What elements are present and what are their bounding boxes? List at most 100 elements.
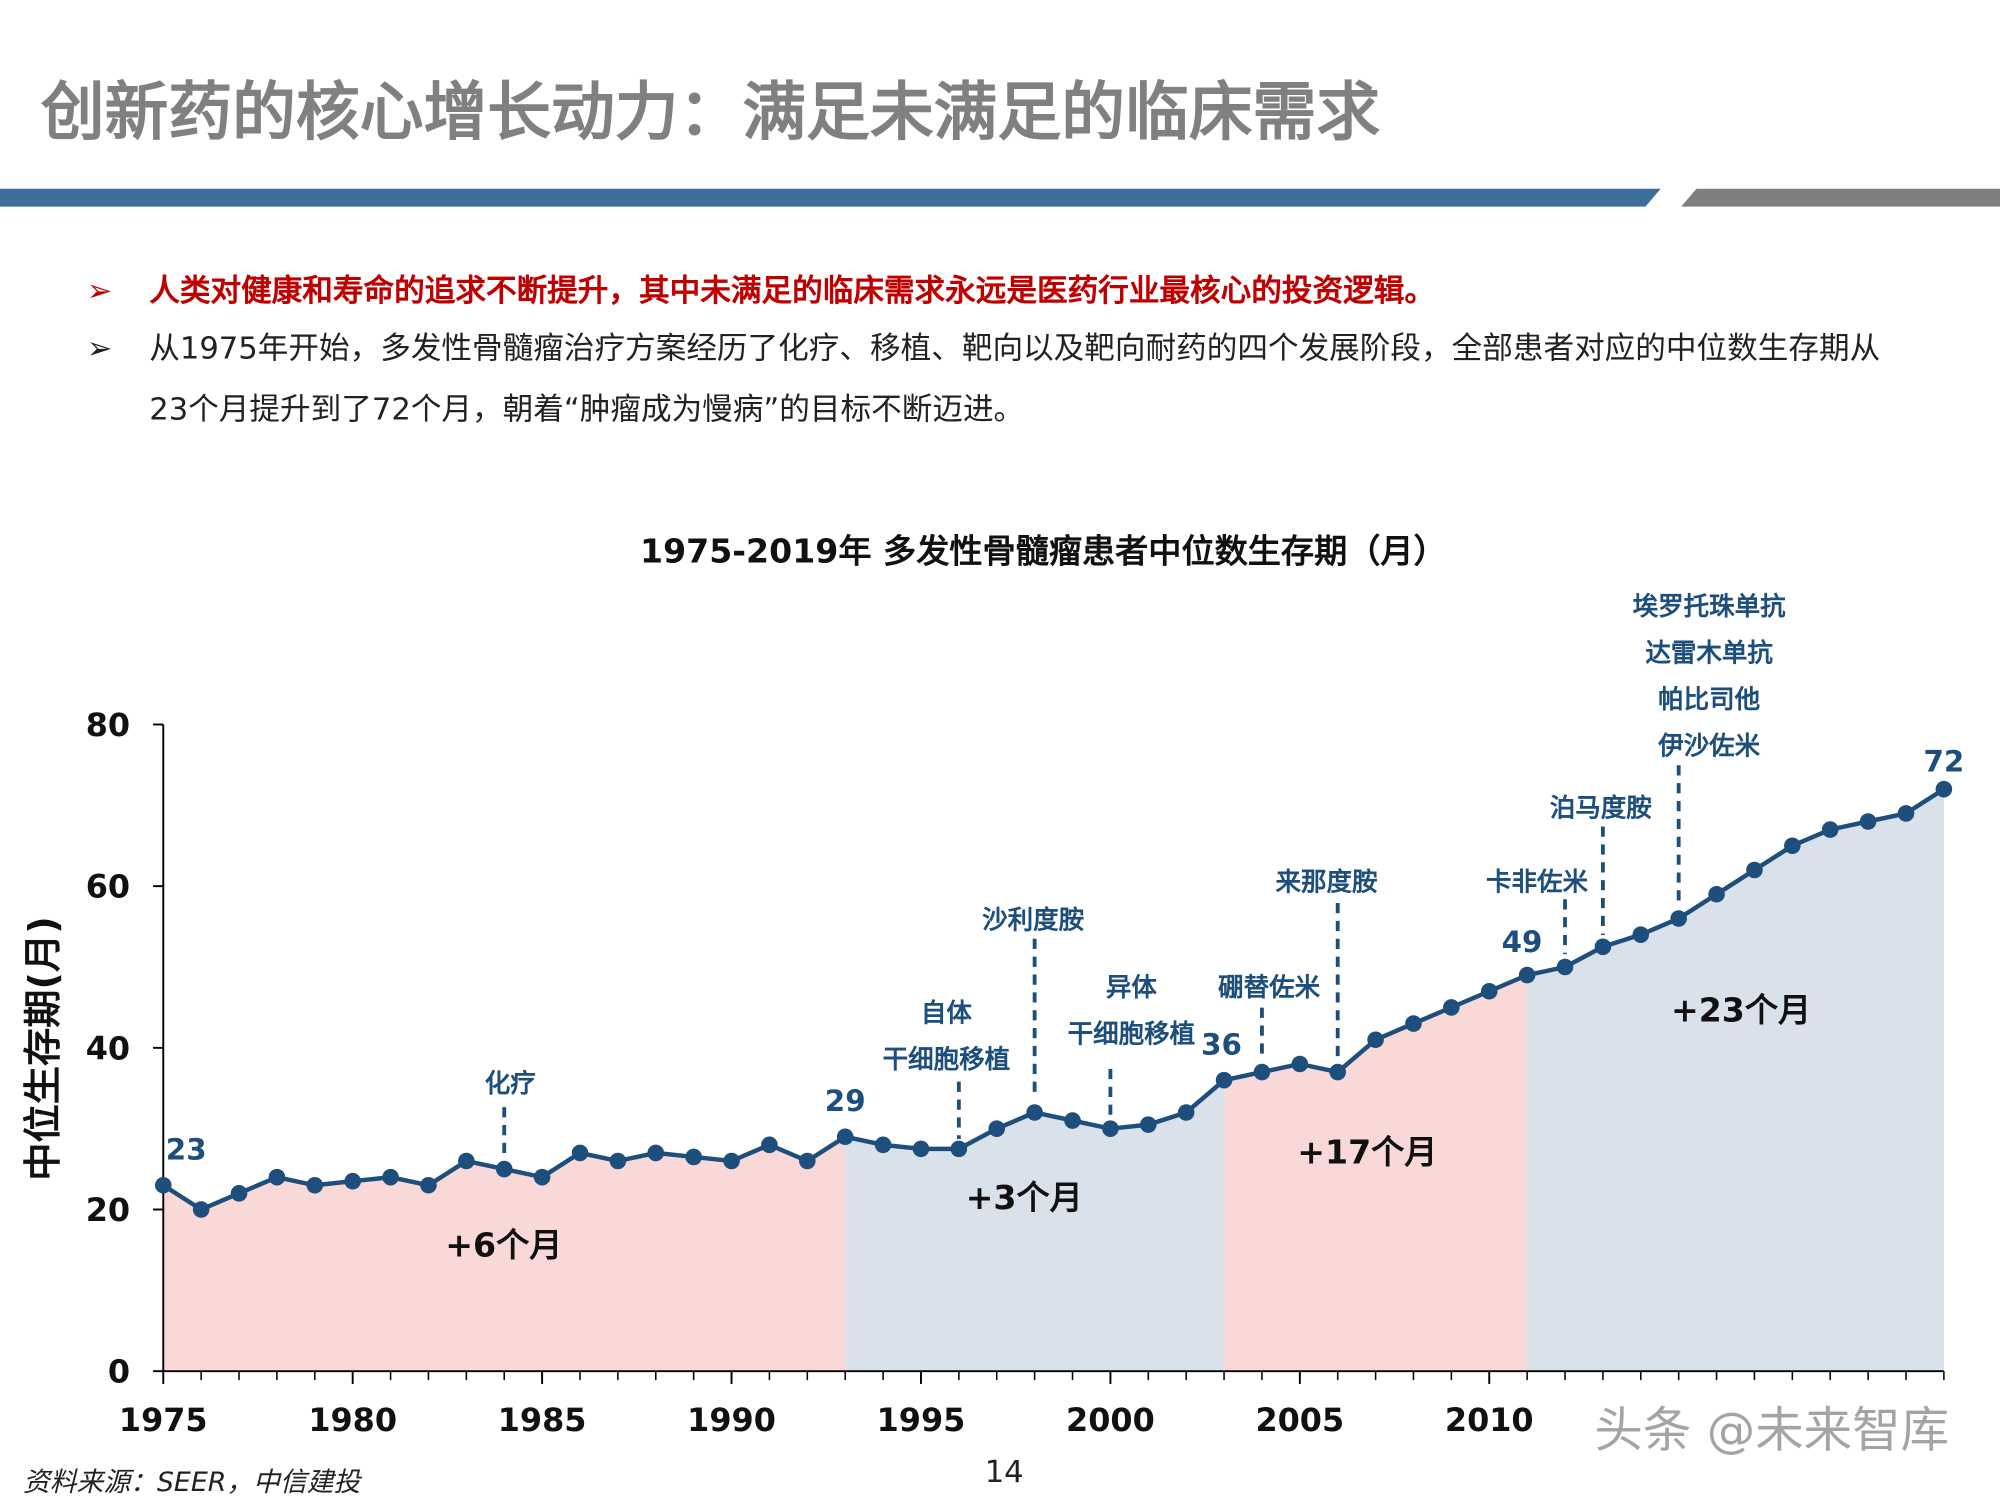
annotation-text: 自体 xyxy=(921,999,973,1029)
region-label: +3个月 xyxy=(966,1178,1083,1217)
region xyxy=(1224,975,1528,1372)
annotation-text: 干细胞移植 xyxy=(883,1045,1011,1075)
data-point xyxy=(1708,885,1725,903)
data-point xyxy=(1139,1116,1157,1133)
x-tick-label: 1980 xyxy=(308,1401,397,1439)
annotation-text: 埃罗托珠单抗 xyxy=(1633,592,1787,622)
watermark: 头条 @未来智库 xyxy=(1594,1401,1950,1458)
header-band xyxy=(1681,188,2000,207)
annotation-text: 来那度胺 xyxy=(1276,867,1378,897)
value-label: 36 xyxy=(1201,1028,1242,1062)
chart-title: 1975-2019年 多发性骨髓瘤患者中位数生存期（月） xyxy=(640,531,1447,570)
region xyxy=(845,1080,1225,1372)
data-point xyxy=(192,1201,210,1218)
x-tick-label: 2005 xyxy=(1255,1401,1344,1439)
data-point xyxy=(1253,1063,1271,1081)
data-point xyxy=(1329,1063,1347,1081)
data-point xyxy=(799,1152,816,1170)
annotation-text: 达雷木单抗 xyxy=(1645,638,1773,668)
data-point xyxy=(1897,805,1915,822)
value-label: 29 xyxy=(825,1084,866,1118)
data-point xyxy=(685,1148,702,1166)
annotation-text: 帕比司他 xyxy=(1658,685,1761,715)
y-tick-label: 0 xyxy=(108,1353,130,1391)
data-point xyxy=(1291,1055,1309,1073)
page-number: 14 xyxy=(984,1454,1024,1490)
data-point xyxy=(230,1185,248,1202)
annotation-text: 干细胞移植 xyxy=(1068,1020,1196,1050)
data-point xyxy=(761,1136,778,1154)
bullet-text: 从1975年开始，多发性骨髓瘤治疗方案经历了化疗、移植、靶向以及靶向耐药的四个发… xyxy=(149,330,1881,428)
data-point xyxy=(1935,780,1953,798)
data-point xyxy=(874,1136,892,1154)
annotation-text: 异体 xyxy=(1106,973,1158,1003)
data-point xyxy=(382,1168,399,1186)
x-tick-label: 1995 xyxy=(877,1401,966,1439)
value-label: 23 xyxy=(166,1133,207,1167)
annotation-text: 硼替佐米 xyxy=(1218,973,1321,1003)
data-point xyxy=(1821,821,1839,838)
bullet-text: 人类对健康和寿命的追求不断提升，其中未满足的临床需求永远是医药行业最核心的投资逻… xyxy=(149,272,1435,309)
data-point xyxy=(344,1172,361,1190)
data-point xyxy=(1784,837,1801,855)
annotation-text: 伊沙佐米 xyxy=(1657,731,1761,761)
annotation-text: 卡非佐米 xyxy=(1486,867,1589,897)
annotation-text: 化疗 xyxy=(485,1069,536,1099)
region xyxy=(1527,789,1944,1372)
data-point xyxy=(723,1152,740,1170)
header-band xyxy=(0,188,1661,207)
bullet: ➢ 从1975年开始，多发性骨髓瘤治疗方案经历了化疗、移植、靶向以及靶向耐药的四个… xyxy=(87,318,1911,440)
slide-title: 创新药的核心增长动力：满足未满足的临床需求 xyxy=(40,75,1381,150)
x-tick-label: 1985 xyxy=(498,1401,587,1439)
data-point xyxy=(1026,1104,1043,1121)
y-tick-label: 40 xyxy=(86,1029,130,1067)
y-tick-label: 20 xyxy=(86,1191,130,1229)
data-point xyxy=(1367,1031,1384,1049)
data-point xyxy=(1670,910,1687,927)
data-point xyxy=(912,1140,930,1158)
bullet: ➢ 人类对健康和寿命的追求不断提升，其中未满足的临床需求永远是医药行业最核心的投资… xyxy=(87,260,1911,321)
data-point xyxy=(571,1144,589,1162)
bullet-marker: ➢ xyxy=(86,330,113,367)
data-point xyxy=(1480,982,1498,1000)
data-point xyxy=(1518,966,1536,984)
x-tick-label: 1975 xyxy=(119,1401,208,1439)
data-point xyxy=(154,1176,172,1194)
source: 资料来源：SEER，中信建投 xyxy=(22,1466,361,1498)
data-point xyxy=(1632,926,1650,943)
x-tick-label: 2000 xyxy=(1066,1401,1155,1439)
data-point xyxy=(306,1176,324,1194)
data-point xyxy=(495,1160,513,1178)
value-label: 49 xyxy=(1502,925,1543,959)
region-label: +17个月 xyxy=(1297,1132,1437,1171)
x-tick-label: 1990 xyxy=(687,1401,776,1439)
data-point xyxy=(268,1168,286,1186)
data-point xyxy=(836,1128,854,1146)
region xyxy=(163,1136,846,1372)
annotation-text: 泊马度胺 xyxy=(1550,793,1652,823)
data-point xyxy=(647,1144,665,1162)
data-point xyxy=(1405,1015,1422,1032)
region-label: +23个月 xyxy=(1671,991,1811,1030)
data-point xyxy=(1746,861,1763,879)
data-point xyxy=(458,1152,475,1170)
data-point xyxy=(1443,999,1460,1016)
data-point xyxy=(1064,1112,1081,1129)
data-point xyxy=(1859,813,1877,830)
region-label: +6个月 xyxy=(445,1225,562,1264)
bullet-marker: ➢ xyxy=(86,272,113,309)
data-point xyxy=(1177,1104,1195,1121)
data-point xyxy=(988,1120,1006,1137)
data-point xyxy=(1594,938,1612,956)
data-point xyxy=(950,1140,968,1158)
value-label: 72 xyxy=(1923,744,1964,778)
annotation-text: 沙利度胺 xyxy=(982,906,1084,936)
data-point xyxy=(420,1176,437,1194)
data-point xyxy=(1102,1120,1119,1137)
x-tick-label: 2010 xyxy=(1445,1401,1534,1439)
data-point xyxy=(533,1168,551,1186)
data-point xyxy=(1556,958,1574,976)
